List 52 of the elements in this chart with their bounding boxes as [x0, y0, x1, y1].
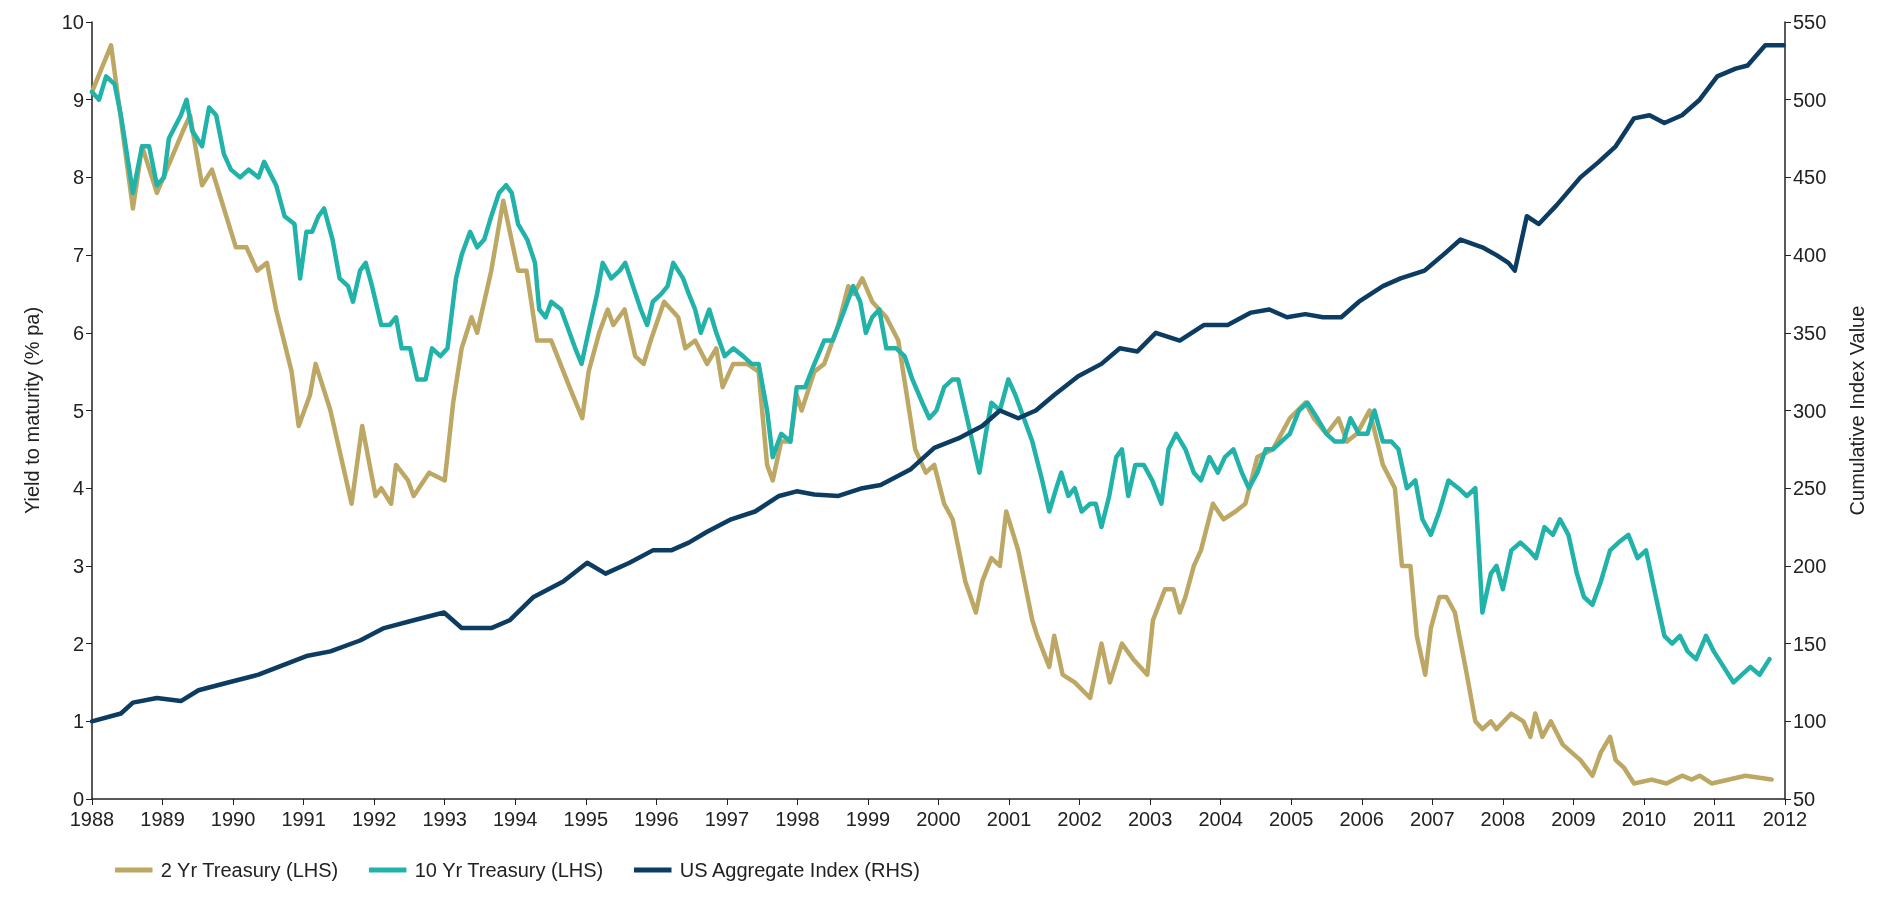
y2-axis-title: Cumulative Index Value — [1846, 305, 1868, 516]
x-tick-label: 2011 — [1692, 808, 1736, 830]
x-tick-label: 2009 — [1551, 808, 1596, 830]
x-tick-label: 2004 — [1198, 808, 1243, 830]
y-tick-label: 0 — [72, 788, 84, 810]
y-tick-label: 7 — [72, 244, 84, 267]
x-tick-label: 1990 — [210, 808, 256, 830]
y-tick-label: 2 — [72, 632, 84, 655]
y-tick-label: 6 — [72, 321, 84, 344]
x-tick-label: 2008 — [1480, 808, 1526, 830]
x-tick-label: 2006 — [1339, 808, 1384, 830]
x-tick-label: 1988 — [69, 808, 115, 830]
x-tick-label: 1997 — [704, 808, 750, 830]
x-tick-label: 1998 — [775, 808, 820, 830]
y-tick-label: 9 — [72, 88, 84, 111]
x-tick-label: 2007 — [1410, 808, 1455, 830]
y2-tick-label: 100 — [1793, 710, 1827, 733]
y2-tick-label: 400 — [1793, 244, 1827, 267]
x-tick-label: 2003 — [1127, 808, 1173, 830]
y2-tick-label: 50 — [1793, 788, 1816, 810]
y-tick-label: 8 — [72, 166, 84, 189]
x-tick-label: 2000 — [916, 808, 961, 830]
x-tick-label: 2010 — [1621, 808, 1667, 830]
x-tick-label: 2012 — [1762, 808, 1808, 830]
y2-tick-label: 250 — [1793, 477, 1827, 500]
y-axis-title: Yield to maturity (% pa) — [21, 306, 43, 515]
x-tick-label: 1996 — [634, 808, 679, 830]
y-tick-label: 4 — [72, 477, 84, 500]
x-tick-label: 1992 — [351, 808, 397, 830]
x-tick-label: 2005 — [1268, 808, 1314, 830]
y2-tick-label: 550 — [1793, 11, 1827, 33]
y2-tick-label: 450 — [1793, 166, 1827, 189]
x-tick-label: 2001 — [986, 808, 1032, 830]
y-tick-label: 3 — [72, 554, 84, 577]
x-tick-label: 1994 — [493, 808, 538, 830]
y-tick-label: 10 — [61, 11, 84, 33]
y-tick-label: 5 — [72, 399, 84, 422]
x-tick-label: 1993 — [422, 808, 467, 830]
y2-tick-label: 500 — [1793, 88, 1827, 111]
x-tick-label: 1995 — [563, 808, 609, 830]
y2-tick-label: 150 — [1793, 632, 1827, 655]
x-tick-label: 2002 — [1057, 808, 1102, 830]
x-tick-label: 1989 — [140, 808, 185, 830]
y2-tick-label: 350 — [1793, 321, 1827, 344]
y-tick-label: 1 — [72, 710, 84, 733]
legend-label: US Aggregate Index (RHS) — [679, 859, 920, 881]
y2-tick-label: 300 — [1793, 399, 1827, 422]
x-tick-label: 1991 — [281, 808, 326, 830]
y2-tick-label: 200 — [1793, 554, 1827, 577]
x-tick-label: 1999 — [845, 808, 891, 830]
legend-label: 2 Yr Treasury (LHS) — [160, 859, 339, 881]
legend-label: 10 Yr Treasury (LHS) — [414, 859, 604, 881]
